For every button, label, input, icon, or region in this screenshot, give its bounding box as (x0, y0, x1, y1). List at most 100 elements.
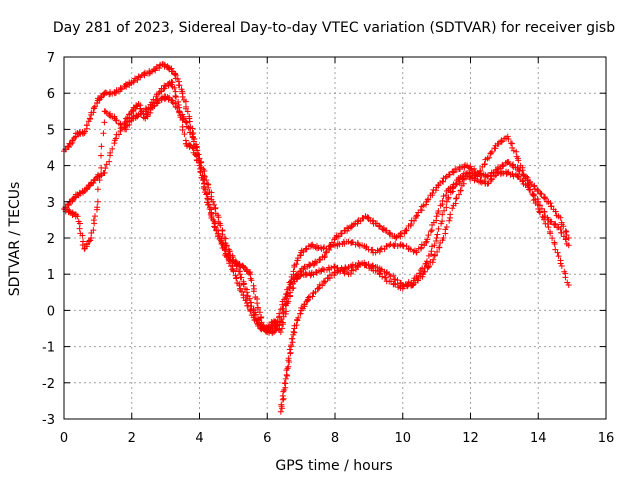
data-point (558, 262, 565, 269)
y-tick-label: -2 (42, 377, 55, 392)
data-point (316, 284, 323, 291)
data-point (246, 295, 253, 302)
data-point (182, 119, 189, 126)
data-point (414, 212, 421, 219)
data-point (287, 349, 294, 356)
data-point (107, 149, 114, 156)
data-point (202, 186, 209, 193)
data-point (106, 158, 113, 165)
data-point (197, 169, 204, 176)
data-points (61, 61, 572, 415)
data-point (143, 112, 150, 119)
data-point (287, 289, 294, 296)
data-point (101, 119, 108, 126)
data-point (434, 231, 441, 238)
data-point (425, 232, 432, 239)
data-point (248, 277, 255, 284)
data-point (433, 213, 440, 220)
data-point (86, 115, 93, 122)
data-point (507, 140, 514, 147)
chart-title: Day 281 of 2023, Sidereal Day-to-day VTE… (53, 20, 615, 36)
data-point (377, 267, 384, 274)
data-point (441, 207, 448, 214)
data-point (551, 241, 558, 248)
data-point (471, 165, 478, 172)
data-point (176, 82, 183, 89)
x-tick-label: 8 (331, 431, 339, 446)
data-point (109, 145, 116, 152)
data-point (174, 75, 181, 82)
y-tick-label: 6 (47, 87, 55, 102)
data-point (523, 173, 530, 180)
data-point (379, 273, 386, 280)
data-point (443, 198, 450, 205)
data-point (115, 131, 122, 138)
data-point (413, 213, 420, 220)
data-point (471, 172, 478, 179)
data-point (102, 108, 109, 115)
data-point (536, 208, 543, 215)
data-point (277, 329, 284, 336)
data-point (447, 211, 454, 218)
data-point (538, 191, 545, 198)
data-point (175, 98, 182, 105)
data-point (419, 273, 426, 280)
data-point (534, 186, 541, 193)
data-point (349, 261, 356, 268)
data-point (236, 282, 243, 289)
data-point (295, 314, 302, 321)
data-point (488, 148, 495, 155)
data-point (98, 164, 105, 171)
data-point (403, 227, 410, 234)
data-point (552, 208, 559, 215)
data-point (486, 154, 493, 161)
data-point (208, 206, 215, 213)
data-point (210, 198, 217, 205)
data-point (223, 242, 230, 249)
data-point (290, 268, 297, 275)
y-tick-label: 4 (47, 160, 55, 175)
data-point (224, 254, 231, 261)
data-point (525, 183, 532, 190)
data-point (557, 214, 564, 221)
data-point (477, 178, 484, 185)
data-point (247, 308, 254, 315)
data-point (425, 196, 432, 203)
data-point (435, 225, 442, 232)
data-point (487, 150, 494, 157)
data-point (203, 191, 210, 198)
data-point (544, 220, 551, 227)
data-point (457, 187, 464, 194)
data-point (250, 282, 257, 289)
data-point (312, 288, 319, 295)
data-point (205, 201, 212, 208)
data-point (322, 278, 329, 285)
data-point (442, 174, 449, 181)
data-point (91, 213, 98, 220)
data-point (431, 251, 438, 258)
data-point (250, 288, 257, 295)
data-point (440, 235, 447, 241)
data-point (94, 186, 101, 193)
data-point (443, 204, 450, 211)
data-point (439, 211, 446, 218)
data-point (277, 408, 284, 415)
data-point (145, 104, 152, 111)
data-point (545, 224, 552, 231)
data-point (265, 324, 272, 331)
data-point (83, 241, 90, 248)
data-point (453, 195, 460, 202)
data-point (514, 172, 521, 179)
data-point (293, 322, 300, 329)
data-point (301, 301, 308, 308)
data-point (535, 206, 542, 213)
data-point (176, 104, 183, 111)
data-point (283, 308, 290, 315)
data-point (431, 242, 438, 249)
data-point (430, 256, 437, 263)
data-point (429, 190, 436, 197)
data-point (555, 253, 562, 260)
data-point (558, 229, 565, 236)
data-point (549, 235, 556, 242)
